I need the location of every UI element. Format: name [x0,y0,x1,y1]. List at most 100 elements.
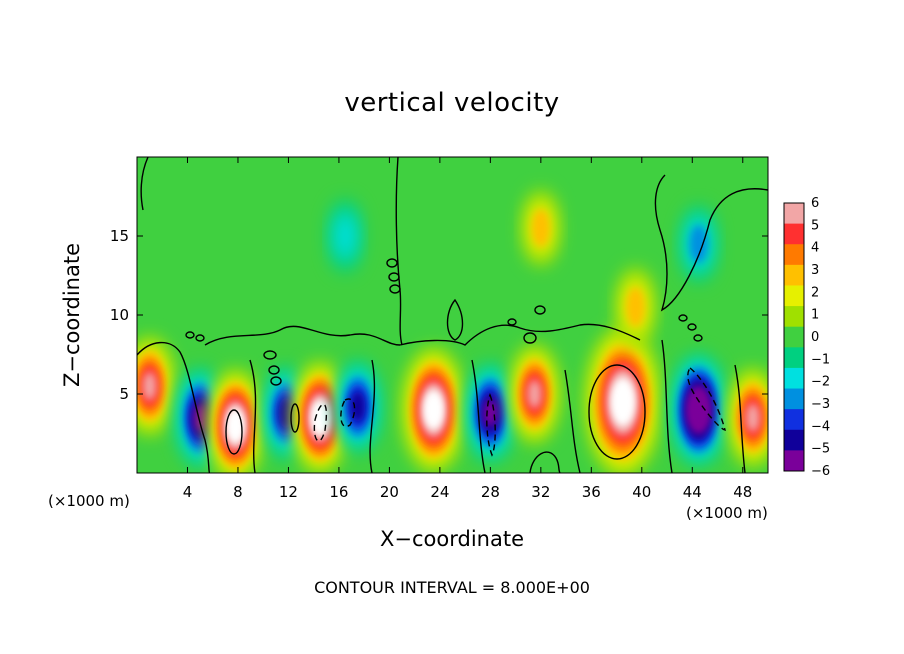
colorbar: 6 5 4 3 2 1 0 −1 −2 −3 −4 −5 −6 [783,196,830,479]
negative-contour-line [340,398,356,428]
zero-contour-line [654,174,768,312]
velocity-cell [278,397,294,429]
zero-contour-line [369,359,376,473]
velocity-cell [314,405,326,431]
colorbar-label: −2 [811,375,830,390]
colorbar-label: 3 [811,263,819,278]
colorbar-label: 6 [811,196,819,211]
x-tick-label: 24 [430,483,449,501]
colorbar-swatch [784,450,804,472]
colorbar-label: −6 [811,464,830,479]
velocity-cell [193,403,207,432]
zero-contour-line [446,298,464,341]
zero-contour-line [270,376,282,386]
velocity-cell [527,379,542,409]
zero-contour-line [137,341,211,473]
zero-contour-line [268,365,280,375]
x-tick-label: 48 [733,483,752,501]
zero-contour-line [386,258,398,268]
colorbar-swatch [784,347,804,369]
colorbar-label: 2 [811,285,819,300]
colorbar-swatch [784,388,804,410]
colorbar-label: 5 [811,218,819,233]
colorbar-label: 1 [811,308,819,323]
zero-contour-line [389,284,401,294]
zero-contour-line [204,325,401,346]
velocity-cell [229,413,242,438]
colorbar-swatch [784,244,804,266]
velocity-cell [692,397,705,423]
colorbar-label: −1 [811,352,830,367]
zero-contour-line [734,364,746,473]
y-tick-label: 5 [119,385,129,403]
contour-interval-note: CONTOUR INTERVAL = 8.000E+00 [314,578,590,597]
colorbar-swatch [784,429,804,451]
zero-contour-line [185,331,195,339]
plot-area [137,157,768,473]
y-tick-label: 15 [110,227,129,245]
zero-contour-line [564,369,581,473]
velocity-cell [626,287,645,327]
colorbar-swatch [784,264,804,286]
x-tick-label: 16 [329,483,348,501]
colorbar-frame [783,202,805,472]
velocity-cell [333,211,357,261]
velocity-cell [614,385,631,419]
zero-contour-line [249,359,257,473]
colorbar-swatch [784,285,804,307]
colorbar-swatch [784,409,804,431]
x-tick-label: 8 [233,483,243,501]
positive-contour-line [225,409,243,455]
zero-contour-line [523,332,537,344]
zero-contour-line [661,339,673,473]
zero-contour-line [529,451,561,473]
velocity-cell [531,209,550,248]
zero-contour-line [507,318,517,326]
chart-title: vertical velocity [344,88,560,118]
velocity-cell [689,224,708,263]
positive-contour-line [588,364,646,460]
x-tick-label: 36 [582,483,601,501]
colorbar-label: 4 [811,241,819,256]
positive-contour-line [290,403,300,433]
velocity-cell [426,396,441,424]
velocity-cell [483,398,498,428]
colorbar-label: −5 [811,442,830,457]
velocity-field [137,190,768,473]
contour-lines [137,157,768,473]
x-tick-label: 12 [279,483,298,501]
colorbar-swatch [784,367,804,390]
velocity-cell [142,372,157,401]
colorbar-label: −4 [811,419,830,434]
colorbar-swatch [784,223,804,245]
colorbar-swatch [784,306,804,328]
negative-contour-line [313,403,328,442]
negative-contour-line [486,392,496,457]
zero-contour-line [388,272,400,282]
x-tick-label: 20 [380,483,399,501]
colorbar-swatch [784,326,804,348]
zero-contour-line [687,323,697,331]
zero-contour-line [395,157,403,346]
x-axis-unit-right: (×1000 m) [686,504,768,522]
x-tick-label: 32 [531,483,550,501]
colorbar-label: −3 [811,397,830,412]
colorbar-swatch [784,203,804,225]
velocity-cell [746,403,760,432]
y-axis-label: Z−coordinate [60,243,84,387]
zero-contour-line [399,323,641,346]
y-tick-label: 10 [110,306,129,324]
colorbar-label: 0 [811,330,819,345]
zero-contour-line [263,350,277,360]
x-tick-label: 40 [632,483,651,501]
x-axis-label: X−coordinate [380,527,524,551]
zero-contour-line [534,305,546,315]
zero-contour-line [195,334,205,342]
zero-contour-line [471,359,486,473]
zero-contour-line [678,314,688,322]
zero-contour-line [693,334,703,342]
negative-contour-line [687,366,726,432]
x-tick-label: 44 [683,483,702,501]
